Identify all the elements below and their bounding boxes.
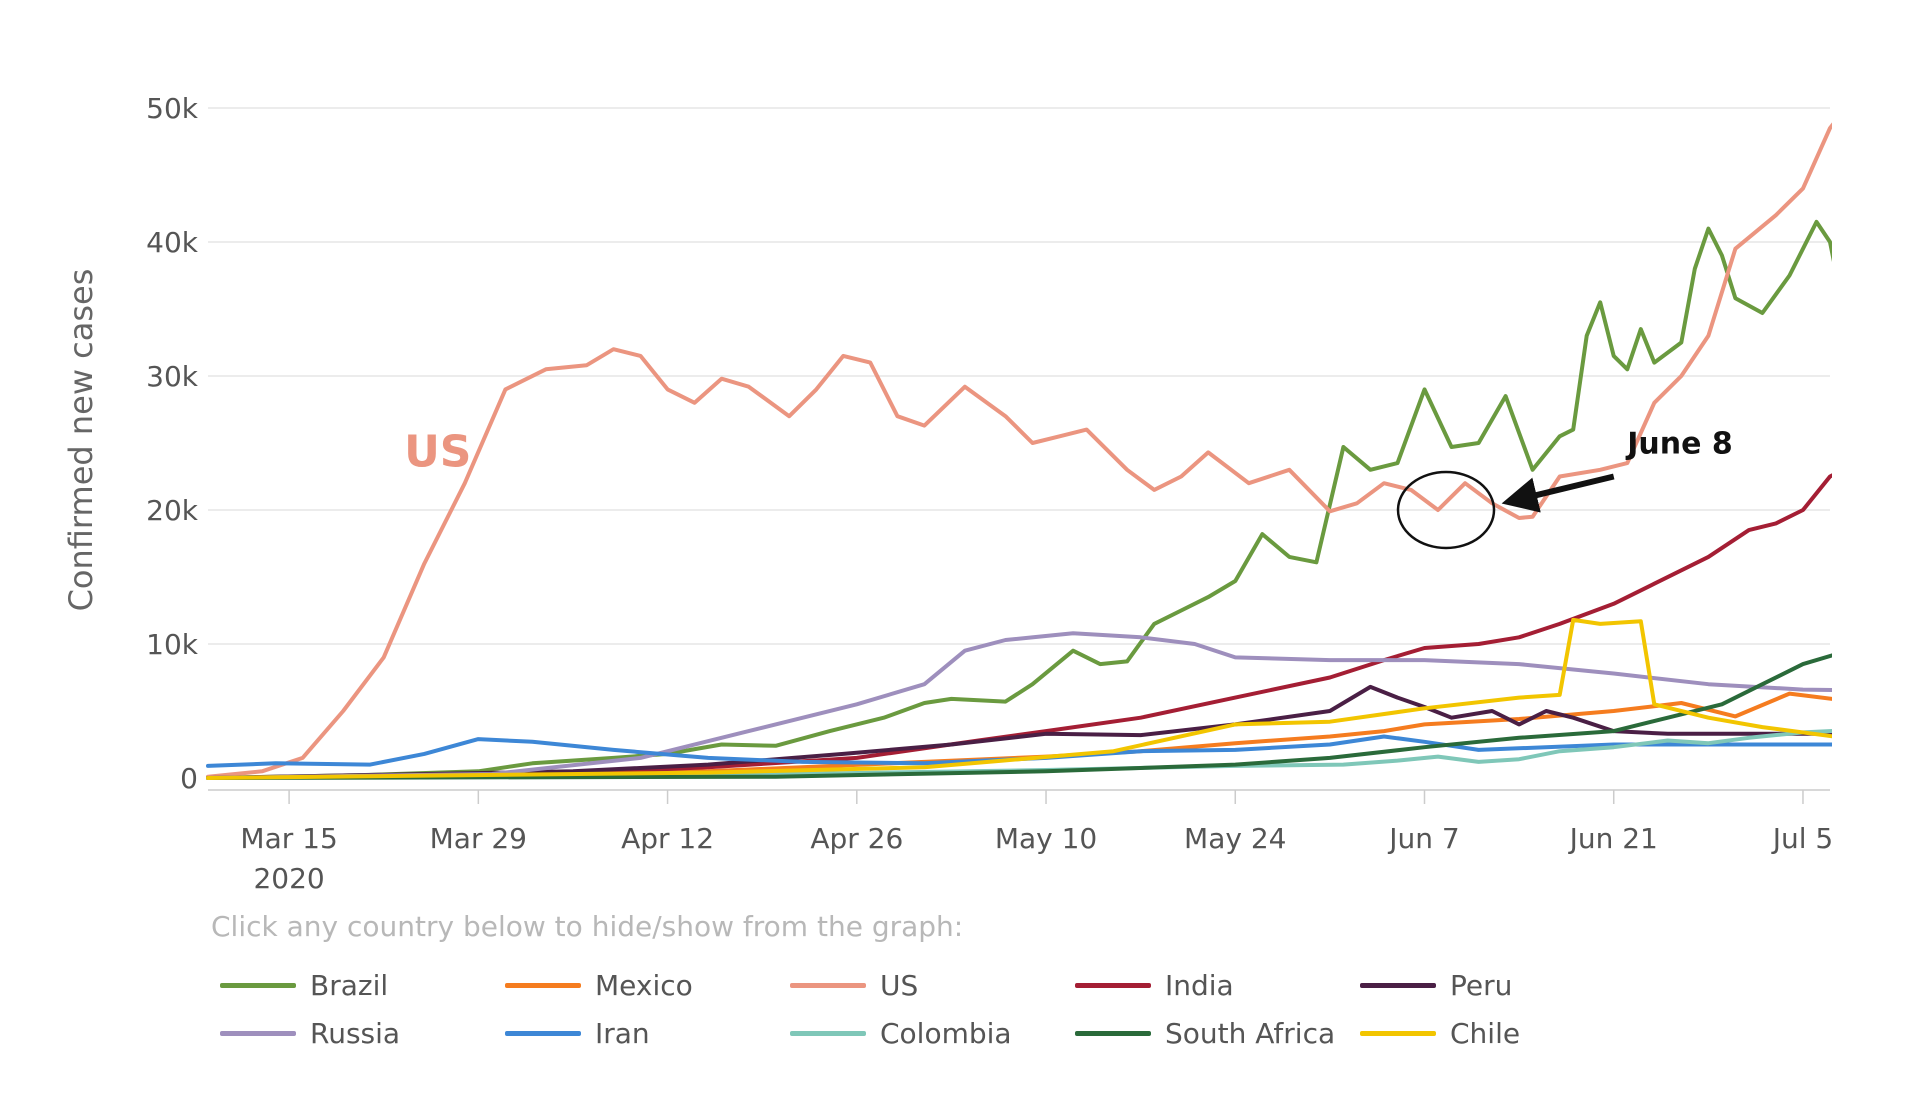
legend-item-south-africa[interactable]: South Africa — [1075, 1013, 1335, 1053]
x-tick-label: May 10 — [995, 822, 1097, 855]
us-annotation-label: US — [404, 426, 471, 477]
x-tick-label: Jul 5 — [1771, 822, 1834, 855]
x-tick-label: Mar 15 — [240, 822, 337, 855]
legend-item-brazil[interactable]: Brazil — [220, 965, 388, 1005]
legend-label: Iran — [595, 1016, 650, 1050]
x-tick-label: Apr 26 — [810, 822, 903, 855]
legend-item-russia[interactable]: Russia — [220, 1013, 400, 1053]
legend-item-iran[interactable]: Iran — [505, 1013, 650, 1053]
june8-highlight-circle — [1396, 470, 1496, 550]
june8-arrow — [1501, 473, 1615, 513]
annotations: US June 8 — [404, 426, 1733, 550]
y-tick-label: 50k — [146, 92, 199, 125]
series-line-south-africa — [206, 653, 1832, 780]
series-line-us — [206, 122, 1832, 779]
axes: 0 10k 20k 30k 40k 50k Mar 15 2020 Mar 29 Apr 12 Ap… — [146, 92, 1833, 895]
gridlines — [208, 107, 1830, 645]
legend-swatch — [1075, 1030, 1151, 1036]
legend-label: Russia — [310, 1016, 401, 1050]
series-line-iran — [206, 734, 1832, 768]
legend-label: India — [1165, 968, 1234, 1002]
legend-item-india[interactable]: India — [1075, 965, 1234, 1005]
legend-label: Mexico — [595, 968, 693, 1002]
x-tick-label: Mar 29 — [430, 822, 527, 855]
legend-swatch — [220, 982, 296, 988]
legend-item-chile[interactable]: Chile — [1360, 1013, 1520, 1053]
legend-label: Peru — [1450, 968, 1513, 1002]
x-tick-label: Jun 7 — [1387, 822, 1459, 855]
y-tick-label: 10k — [146, 628, 199, 661]
june8-annotation-label: June 8 — [1625, 426, 1733, 461]
y-tick-label: 40k — [146, 226, 199, 259]
legend-swatch — [790, 1030, 866, 1036]
legend-swatch — [505, 982, 581, 988]
legend-swatch — [790, 982, 866, 988]
series-line-russia — [206, 631, 1832, 780]
x-tick-label: May 24 — [1184, 822, 1286, 855]
series-line-peru — [206, 684, 1832, 780]
legend-item-mexico[interactable]: Mexico — [505, 965, 693, 1005]
legend-label: South Africa — [1165, 1016, 1336, 1050]
legend-swatch — [1075, 982, 1151, 988]
y-tick-label: 30k — [146, 360, 199, 393]
x-tick-sublabel: 2020 — [253, 862, 324, 895]
legend-label: Chile — [1450, 1016, 1521, 1050]
y-axis-title: Confirmed new cases — [62, 269, 100, 612]
y-tick-label: 20k — [146, 494, 199, 527]
legend-hint: Click any country below to hide/show fro… — [211, 910, 964, 943]
legend: Brazil Mexico US India Peru Russia Iran Colombi… — [220, 965, 1700, 1075]
x-tick-label: Apr 12 — [621, 822, 714, 855]
legend-label: Colombia — [880, 1016, 1012, 1050]
legend-label: Brazil — [310, 968, 389, 1002]
legend-item-us[interactable]: US — [790, 965, 918, 1005]
legend-swatch — [1360, 1030, 1436, 1036]
legend-label: US — [880, 968, 919, 1002]
series-line-chile — [206, 617, 1832, 780]
legend-item-peru[interactable]: Peru — [1360, 965, 1512, 1005]
x-tick-label: Jun 21 — [1568, 822, 1658, 855]
series-line-brazil — [206, 219, 1832, 780]
legend-swatch — [505, 1030, 581, 1036]
series-line-india — [206, 473, 1832, 780]
y-tick-label: 0 — [180, 762, 198, 795]
legend-swatch — [220, 1030, 296, 1036]
series-lines — [206, 122, 1832, 780]
legend-item-colombia[interactable]: Colombia — [790, 1013, 1012, 1053]
legend-swatch — [1360, 982, 1436, 988]
